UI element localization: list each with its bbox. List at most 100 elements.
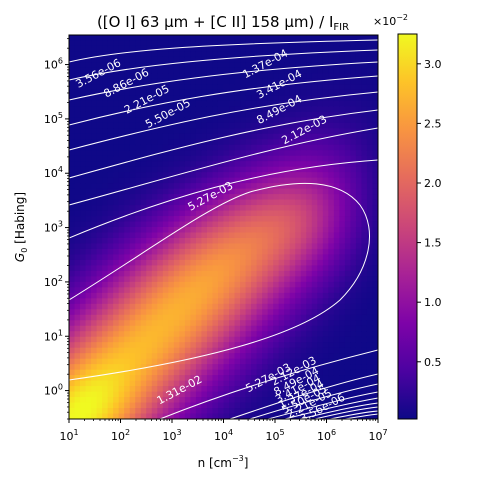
heatmap-cell — [107, 413, 114, 419]
heatmap-cell — [344, 161, 352, 168]
heatmap-cell — [206, 161, 214, 168]
heatmap-cell — [366, 243, 374, 250]
contour-line — [69, 39, 378, 63]
heatmap-cell — [190, 89, 197, 96]
heatmap-cell — [107, 221, 114, 228]
heatmap-cell — [240, 73, 247, 80]
heatmap-cell — [245, 347, 252, 354]
heatmap-cell — [311, 205, 318, 212]
heatmap-cell — [322, 325, 329, 332]
heatmap-cell — [91, 155, 98, 162]
heatmap-cell — [317, 139, 324, 146]
heatmap-cell — [212, 325, 219, 332]
heatmap-cell — [344, 314, 352, 321]
heatmap-cell — [344, 111, 352, 118]
heatmap-cell — [80, 386, 87, 393]
heatmap-cell — [350, 95, 357, 102]
heatmap-cell — [146, 342, 153, 349]
heatmap-cell — [124, 254, 131, 261]
heatmap-cell — [284, 161, 291, 168]
heatmap-cell — [212, 402, 219, 409]
heatmap-cell — [157, 232, 164, 239]
heatmap-cell — [300, 35, 307, 42]
heatmap-cell — [366, 402, 374, 409]
heatmap-cell — [69, 386, 76, 393]
heatmap-cell — [173, 248, 180, 256]
heatmap-cell — [124, 320, 131, 327]
heatmap-cell — [344, 56, 352, 64]
heatmap-cell — [317, 122, 324, 129]
heatmap-cell — [251, 369, 258, 376]
heatmap-cell — [278, 237, 285, 245]
heatmap-cell — [300, 298, 307, 305]
heatmap-cell — [107, 216, 114, 223]
heatmap-cell — [129, 358, 136, 365]
heatmap-cell — [135, 67, 142, 74]
heatmap-cell — [273, 117, 280, 124]
heatmap-cell — [234, 133, 241, 140]
heatmap-cell — [107, 237, 114, 245]
heatmap-cell — [124, 35, 131, 42]
heatmap-cell — [135, 84, 142, 91]
heatmap-cell — [85, 375, 92, 382]
heatmap-cell — [212, 216, 219, 223]
heatmap-cell — [267, 177, 274, 184]
heatmap-cell — [295, 183, 302, 190]
heatmap-cell — [267, 342, 274, 349]
heatmap-cell — [229, 397, 236, 404]
heatmap-cell — [74, 232, 81, 239]
heatmap-cell — [190, 331, 197, 338]
heatmap-cell — [129, 155, 136, 162]
heatmap-cell — [206, 45, 214, 53]
heatmap-cell — [140, 166, 147, 173]
heatmap-cell — [146, 89, 153, 96]
heatmap-cell — [289, 227, 296, 234]
heatmap-cell — [366, 205, 374, 212]
heatmap-cell — [333, 320, 340, 327]
heatmap-cell — [102, 122, 109, 129]
heatmap-cell — [118, 188, 125, 195]
heatmap-cell — [333, 298, 340, 305]
heatmap-cell — [355, 336, 363, 343]
heatmap-cell — [162, 144, 169, 151]
heatmap-cell — [328, 40, 335, 47]
heatmap-cell — [328, 292, 335, 299]
heatmap-cell — [69, 358, 76, 365]
heatmap-cell — [366, 177, 374, 184]
heatmap-cell — [350, 89, 357, 96]
heatmap-cell — [234, 161, 241, 168]
heatmap-cell — [85, 150, 92, 157]
heatmap-cell — [206, 188, 214, 195]
heatmap-cell — [124, 413, 131, 419]
heatmap-cell — [328, 106, 335, 113]
heatmap-cell — [206, 281, 214, 288]
heatmap-cell — [217, 232, 225, 239]
heatmap-cell — [140, 133, 147, 140]
heatmap-cell — [322, 281, 329, 288]
heatmap-cell — [151, 391, 158, 398]
heatmap-cell — [162, 391, 169, 398]
heatmap-cell — [102, 380, 109, 387]
heatmap-cell — [355, 221, 363, 228]
heatmap-cell — [80, 232, 87, 239]
heatmap-cell — [256, 391, 263, 398]
heatmap-cell — [306, 56, 313, 64]
heatmap-cell — [311, 188, 318, 195]
heatmap-cell — [195, 111, 203, 118]
heatmap-cell — [195, 67, 203, 74]
heatmap-cell — [289, 408, 296, 415]
heatmap-cell — [350, 265, 357, 272]
heatmap-cell — [201, 358, 208, 365]
heatmap-cell — [300, 331, 307, 338]
heatmap-cell — [118, 161, 125, 168]
heatmap-cell — [140, 331, 147, 338]
heatmap-cell — [91, 177, 98, 184]
heatmap-cell — [295, 62, 302, 69]
heatmap-cell — [91, 106, 98, 113]
heatmap-cell — [273, 270, 280, 277]
heatmap-cell — [366, 161, 374, 168]
heatmap-cell — [350, 194, 357, 201]
heatmap-cell — [157, 128, 164, 135]
heatmap-cell — [118, 320, 125, 327]
heatmap-cell — [162, 89, 169, 96]
